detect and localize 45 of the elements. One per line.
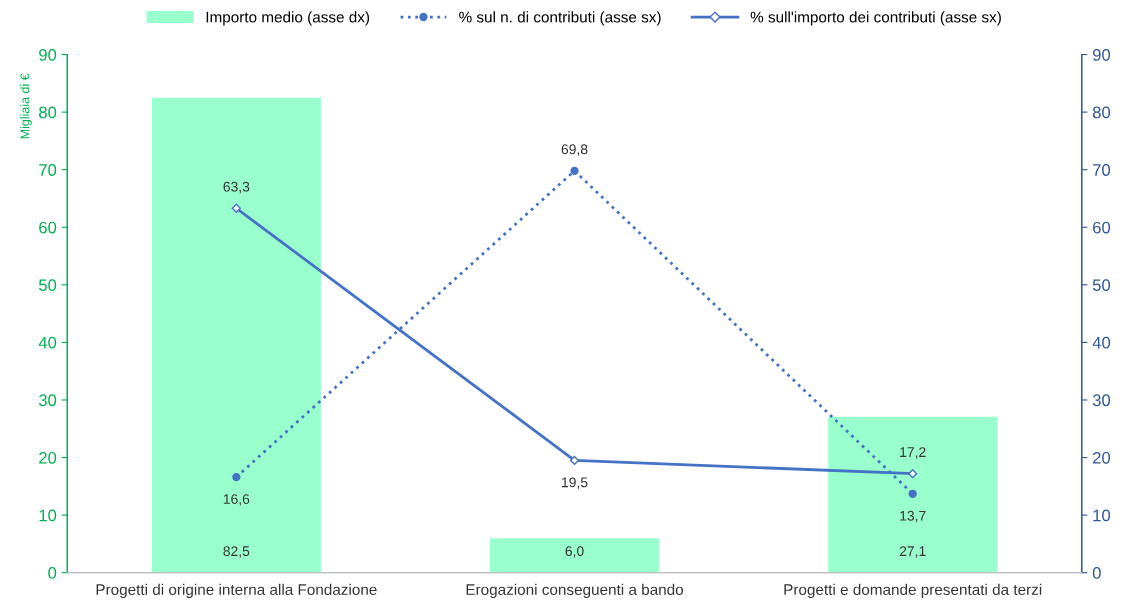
legend-label: Importo medio (asse dx) (206, 11, 370, 26)
data-label: 63,3 (223, 181, 250, 194)
y-tick-label: 0 (48, 567, 57, 579)
point (569, 455, 580, 466)
y2-tick-label: 90 (1092, 48, 1111, 61)
data-label: 19,5 (562, 477, 588, 489)
bar (489, 538, 660, 573)
point (570, 166, 579, 175)
y-tick-label: 40 (38, 336, 57, 349)
data-label: 82,5 (223, 546, 250, 558)
x-tick-label: Erogazioni conseguenti a bando (466, 583, 684, 599)
bar (151, 97, 321, 573)
y2-tick-label: 20 (1093, 451, 1111, 464)
legend-label: % sul n. di contributi (asse sx) (459, 11, 661, 26)
y2-tick-label: 10 (1093, 509, 1111, 522)
data-label: 69,8 (561, 144, 588, 156)
y-tick-label: 50 (38, 279, 57, 292)
point (908, 489, 917, 498)
x-tick-label: Progetti e domande presentati da terzi (784, 583, 1042, 599)
bar (828, 416, 998, 573)
y-tick-label: 10 (39, 509, 57, 522)
y2-tick-label: 40 (1092, 336, 1111, 349)
y2-tick-label: 0 (1092, 567, 1101, 579)
point (231, 203, 241, 213)
y-tick-label: 70 (39, 164, 57, 176)
y-tick-label: 90 (39, 48, 57, 61)
data-label: 16,6 (223, 494, 250, 506)
y-tick-label: 30 (38, 394, 57, 407)
y2-tick-label: 70 (1093, 164, 1111, 176)
y-tick-label: 80 (39, 106, 57, 119)
point (232, 472, 241, 482)
y2-tick-label: 80 (1092, 106, 1111, 119)
y-axis-title: Migliaia di € (20, 73, 32, 139)
data-label: 13,7 (900, 510, 926, 523)
y2-tick-label: 60 (1093, 221, 1111, 234)
data-label: 17,2 (900, 447, 926, 459)
x-tick-label: Progetti di origine interna alla Fondazione (96, 583, 377, 599)
y-tick-label: 60 (39, 221, 57, 234)
point (908, 469, 918, 479)
legend-label: % sull'importo dei contributi (asse sx) (750, 11, 1001, 26)
data-label: 27,1 (899, 546, 926, 558)
data-label: 6,0 (565, 546, 584, 558)
y2-tick-label: 50 (1092, 279, 1111, 292)
y2-tick-label: 30 (1092, 394, 1111, 407)
y-tick-label: 20 (39, 451, 57, 464)
